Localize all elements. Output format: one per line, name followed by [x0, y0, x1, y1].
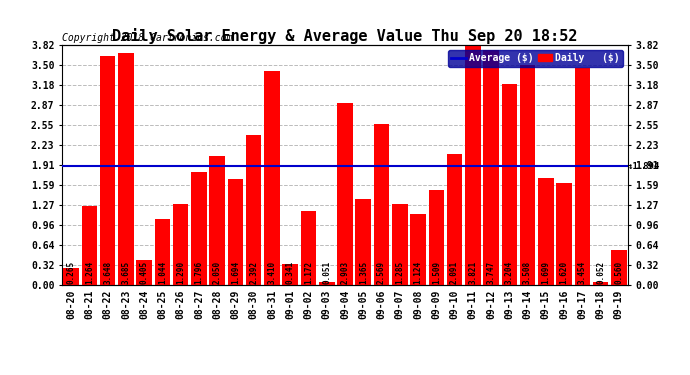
Text: 0.265: 0.265 — [67, 261, 76, 284]
Bar — [191, 172, 207, 285]
Bar — [593, 282, 609, 285]
Bar — [428, 190, 444, 285]
Text: 1.699: 1.699 — [541, 261, 550, 284]
Text: 1.285: 1.285 — [395, 261, 404, 284]
Bar — [264, 71, 279, 285]
Bar — [520, 64, 535, 285]
Text: 1.124: 1.124 — [413, 261, 422, 284]
Bar — [137, 260, 152, 285]
Text: 1.509: 1.509 — [432, 261, 441, 284]
Bar — [575, 68, 590, 285]
Bar — [228, 178, 244, 285]
Text: 1.620: 1.620 — [560, 261, 569, 284]
Bar — [483, 50, 499, 285]
Text: 3.410: 3.410 — [268, 261, 277, 284]
Bar — [246, 135, 262, 285]
Bar — [301, 211, 316, 285]
Text: 3.747: 3.747 — [486, 261, 495, 284]
Bar — [465, 45, 480, 285]
Bar — [210, 156, 225, 285]
Bar — [392, 204, 408, 285]
Text: 3.454: 3.454 — [578, 261, 586, 284]
Text: 2.903: 2.903 — [340, 261, 350, 284]
Bar — [319, 282, 335, 285]
Title: Daily Solar Energy & Average Value Thu Sep 20 18:52: Daily Solar Energy & Average Value Thu S… — [112, 28, 578, 44]
Bar — [374, 124, 389, 285]
Text: 1.172: 1.172 — [304, 261, 313, 284]
Bar — [118, 54, 134, 285]
Text: 3.685: 3.685 — [121, 261, 130, 284]
Text: 2.091: 2.091 — [450, 261, 459, 284]
Text: 1.365: 1.365 — [359, 261, 368, 284]
Bar — [173, 204, 188, 285]
Bar — [155, 219, 170, 285]
Text: 3.821: 3.821 — [469, 261, 477, 284]
Text: 1.796: 1.796 — [195, 261, 204, 284]
Text: 0.051: 0.051 — [322, 261, 331, 284]
Text: 3.508: 3.508 — [523, 261, 532, 284]
Text: 3.648: 3.648 — [104, 261, 112, 284]
Text: Copyright 2018 Cartronics.com: Copyright 2018 Cartronics.com — [62, 33, 233, 43]
Bar — [502, 84, 517, 285]
Text: ↓1.894: ↓1.894 — [628, 162, 660, 171]
Text: 3.204: 3.204 — [505, 261, 514, 284]
Text: 1.694: 1.694 — [231, 261, 240, 284]
Text: 2.392: 2.392 — [249, 261, 258, 284]
Bar — [282, 264, 298, 285]
Text: 0.560: 0.560 — [614, 261, 623, 284]
Text: 1.290: 1.290 — [176, 261, 185, 284]
Bar — [411, 214, 426, 285]
Text: 1.264: 1.264 — [85, 261, 94, 284]
Text: 0.341: 0.341 — [286, 261, 295, 284]
Bar — [611, 250, 627, 285]
Bar — [337, 103, 353, 285]
Bar — [63, 268, 79, 285]
Text: 2.569: 2.569 — [377, 261, 386, 284]
Bar — [446, 154, 462, 285]
Text: 1.044: 1.044 — [158, 261, 167, 284]
Text: 0.405: 0.405 — [140, 261, 149, 284]
Text: 2.050: 2.050 — [213, 261, 221, 284]
Bar — [81, 206, 97, 285]
Bar — [355, 199, 371, 285]
Bar — [538, 178, 553, 285]
Bar — [100, 56, 115, 285]
Legend: Average ($), Daily   ($): Average ($), Daily ($) — [448, 50, 623, 67]
Text: 0.052: 0.052 — [596, 261, 605, 284]
Bar — [556, 183, 572, 285]
